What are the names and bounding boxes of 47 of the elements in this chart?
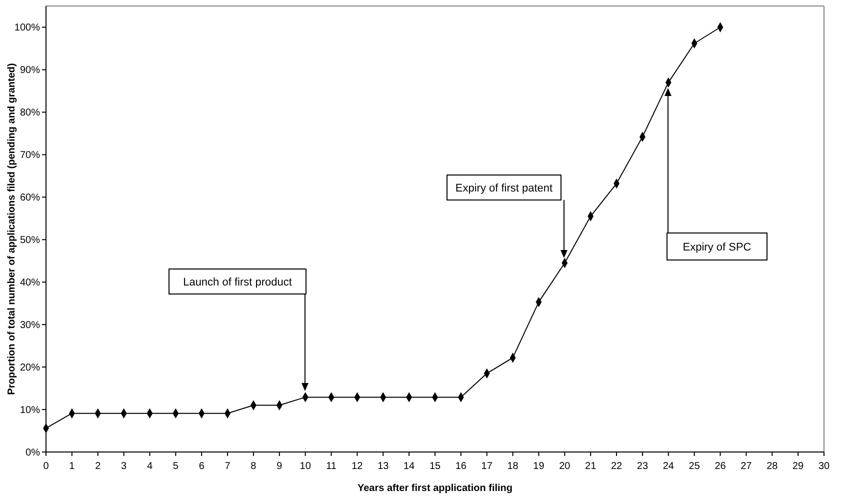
- x-tick-label: 2: [95, 461, 102, 472]
- y-tick-label: 0%: [26, 448, 40, 458]
- x-tick-label: 20: [559, 461, 571, 472]
- y-tick-label: 80%: [20, 108, 40, 119]
- x-tick-label: 10: [300, 461, 312, 472]
- y-tick-label: 60%: [20, 192, 40, 204]
- x-tick-label: 19: [533, 461, 545, 472]
- annotation: Expiry of first patent: [455, 182, 553, 194]
- x-tick-label: 12: [352, 461, 364, 472]
- x-tick-label: 28: [766, 461, 778, 472]
- x-tick-label: 24: [662, 461, 674, 472]
- x-tick-label: 30: [818, 461, 830, 472]
- x-tick-label: 27: [740, 461, 752, 472]
- y-tick-label: 70%: [20, 150, 40, 162]
- x-tick-label: 26: [714, 461, 726, 472]
- y-tick-label: 20%: [20, 362, 40, 374]
- x-tick-label: 18: [507, 461, 519, 472]
- y-tick-label: 90%: [20, 65, 40, 76]
- y-tick-label: 30%: [20, 320, 40, 332]
- x-tick-label: 5: [172, 461, 179, 472]
- x-tick-label: 1: [69, 461, 76, 472]
- x-tick-label: 7: [224, 461, 231, 472]
- x-tick-label: 6: [198, 461, 205, 472]
- x-tick-label: 16: [455, 461, 467, 472]
- x-tick-label: 9: [276, 461, 283, 472]
- x-axis-title: Years after first application filing: [357, 483, 513, 494]
- x-tick-label: 17: [481, 461, 493, 472]
- x-tick-label: 8: [250, 461, 257, 472]
- x-tick-label: 22: [610, 461, 623, 472]
- x-tick-label: 11: [326, 461, 337, 472]
- x-tick-label: 4: [146, 461, 153, 472]
- y-tick-label: 40%: [20, 278, 40, 289]
- x-tick-label: 0: [43, 461, 50, 472]
- x-tick-label: 15: [429, 461, 441, 472]
- x-tick-label: 25: [688, 461, 700, 472]
- x-tick-label: 29: [792, 461, 804, 472]
- x-tick-label: 21: [585, 461, 597, 472]
- y-tick-label: 10%: [20, 405, 40, 416]
- y-tick-label: 50%: [20, 235, 40, 246]
- annotation: Launch of first product: [183, 276, 292, 288]
- x-tick-label: 14: [404, 461, 416, 472]
- y-tick-label: 100%: [14, 22, 40, 34]
- x-tick-label: 13: [378, 461, 390, 472]
- x-tick-label: 23: [636, 461, 648, 472]
- x-tick-label: 3: [121, 461, 128, 472]
- y-axis-title: Proportion of total number of applications filed (pending and granted): [6, 63, 18, 395]
- annotation: Expiry of SPC: [682, 241, 752, 254]
